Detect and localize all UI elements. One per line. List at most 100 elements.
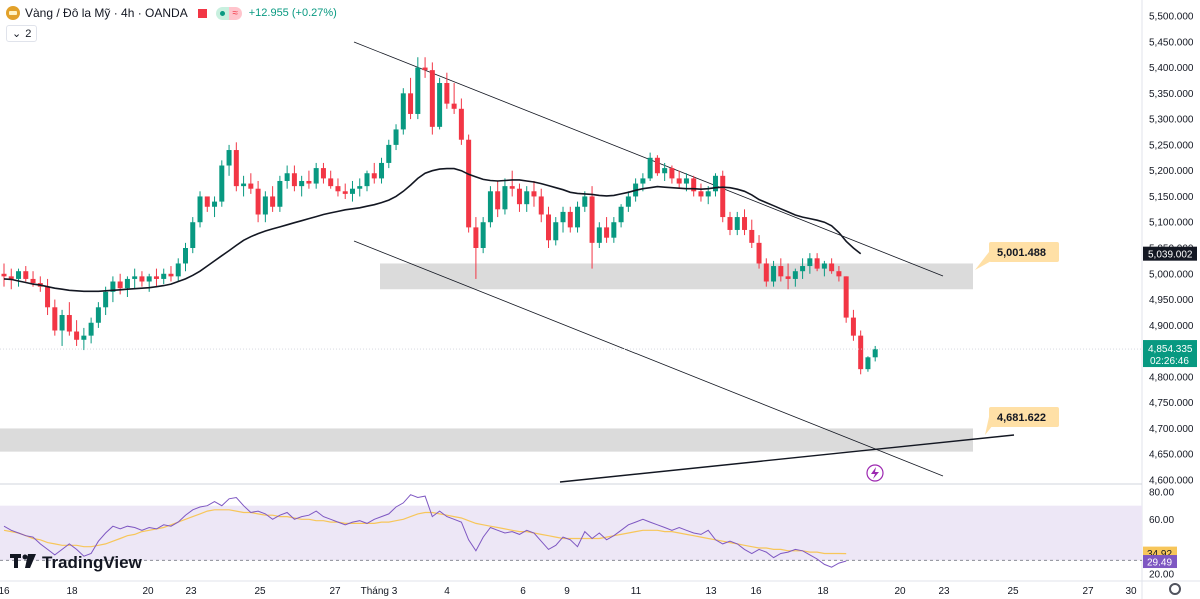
candle bbox=[785, 276, 791, 279]
gold-symbol-icon bbox=[6, 6, 20, 20]
candle bbox=[320, 168, 326, 179]
candle bbox=[408, 93, 414, 114]
callout-pointer bbox=[975, 252, 993, 270]
price-axis-tick: 5,200.000 bbox=[1149, 166, 1194, 177]
candle bbox=[328, 178, 334, 187]
candle bbox=[771, 266, 777, 282]
tradingview-logo[interactable]: TradingView bbox=[10, 553, 142, 573]
candle bbox=[582, 196, 588, 207]
candle bbox=[16, 271, 22, 279]
last-price-text: 4,854.335 bbox=[1148, 344, 1193, 355]
candle bbox=[219, 165, 225, 202]
settings-gear-icon[interactable] bbox=[1169, 583, 1181, 595]
candle bbox=[546, 214, 551, 241]
price-axis-tick: 5,500.000 bbox=[1149, 12, 1194, 23]
candle bbox=[691, 178, 697, 192]
candle bbox=[836, 271, 842, 277]
candle bbox=[248, 183, 254, 189]
symbol-title[interactable]: Vàng / Đô la Mỹ · 4h · OANDA bbox=[25, 6, 188, 20]
candle bbox=[400, 93, 406, 130]
candle bbox=[139, 276, 145, 282]
candle bbox=[437, 83, 443, 127]
candle bbox=[843, 276, 849, 318]
time-axis-tick: 9 bbox=[564, 586, 570, 597]
tradingview-logo-mark bbox=[10, 553, 36, 573]
candle bbox=[531, 191, 537, 197]
candle bbox=[509, 186, 515, 189]
rsi-axis-tick: 20.00 bbox=[1149, 570, 1174, 581]
candle bbox=[575, 206, 581, 228]
candle bbox=[23, 271, 29, 279]
price-axis-tick: 4,950.000 bbox=[1149, 295, 1194, 306]
indicators-collapse-button[interactable]: ⌄ 2 bbox=[6, 25, 38, 42]
rsi-tag-text: 29.49 bbox=[1147, 558, 1172, 569]
price-axis-tick: 5,150.000 bbox=[1149, 192, 1194, 203]
time-axis-tick: 4 bbox=[444, 586, 450, 597]
support-zone bbox=[380, 263, 973, 290]
time-axis-tick: 23 bbox=[185, 586, 197, 597]
ma-value-tag bbox=[1143, 246, 1197, 261]
candle bbox=[226, 150, 232, 166]
candle bbox=[175, 263, 181, 277]
price-change: +12.955 (+0.27%) bbox=[248, 7, 337, 19]
ma-value-text: 5,039.002 bbox=[1148, 250, 1193, 261]
candle bbox=[342, 191, 348, 194]
candle bbox=[647, 157, 653, 179]
tradingview-wordmark: TradingView bbox=[42, 553, 142, 572]
candle bbox=[705, 191, 711, 197]
candle bbox=[487, 191, 493, 223]
rsi-axis-tick: 80.00 bbox=[1149, 488, 1174, 499]
candle bbox=[117, 281, 123, 289]
candle bbox=[204, 196, 210, 207]
candle bbox=[364, 173, 370, 187]
candle bbox=[262, 196, 268, 215]
candle bbox=[161, 273, 167, 279]
candle bbox=[669, 168, 675, 179]
price-axis-tick: 5,350.000 bbox=[1149, 89, 1194, 100]
candle bbox=[349, 188, 355, 194]
candle bbox=[829, 263, 835, 272]
time-axis-tick: 11 bbox=[631, 586, 642, 597]
lightning-glyph bbox=[871, 467, 879, 479]
candle bbox=[197, 196, 203, 223]
red-flag-icon[interactable] bbox=[197, 8, 207, 18]
moving-average-line bbox=[3, 167, 862, 293]
market-status-pill[interactable]: ≈ bbox=[215, 6, 242, 20]
candle bbox=[429, 70, 435, 127]
time-axis-tick: 25 bbox=[1007, 586, 1019, 597]
candle bbox=[110, 281, 116, 292]
candle bbox=[306, 180, 312, 184]
candle bbox=[190, 222, 196, 248]
candle bbox=[74, 331, 80, 340]
time-axis-tick: 6 bbox=[520, 586, 526, 597]
time-axis-tick: 20 bbox=[142, 586, 154, 597]
candle bbox=[734, 217, 740, 230]
candle bbox=[807, 258, 813, 267]
candle bbox=[850, 317, 856, 336]
candle bbox=[821, 263, 827, 269]
time-axis-tick: 27 bbox=[1082, 586, 1094, 597]
candle bbox=[712, 175, 718, 192]
candle bbox=[357, 186, 363, 189]
candle bbox=[858, 335, 864, 370]
time-axis-tick: 16 bbox=[750, 586, 762, 597]
price-axis-tick: 5,100.000 bbox=[1149, 218, 1194, 229]
candle bbox=[270, 196, 276, 207]
candle bbox=[814, 258, 820, 269]
candle bbox=[792, 271, 798, 279]
candle bbox=[379, 162, 385, 179]
rsi-ma-line bbox=[3, 509, 847, 555]
candle bbox=[524, 191, 530, 205]
candle bbox=[662, 168, 668, 174]
price-axis-tick: 4,750.000 bbox=[1149, 398, 1194, 409]
price-axis-tick: 4,650.000 bbox=[1149, 450, 1194, 461]
candle bbox=[458, 108, 464, 140]
candle bbox=[277, 180, 283, 207]
candle bbox=[749, 229, 755, 243]
rsi-band bbox=[0, 505, 1142, 561]
time-axis-tick: 23 bbox=[938, 586, 950, 597]
candle bbox=[611, 222, 617, 238]
candle bbox=[604, 227, 610, 238]
callout-price-text: 4,681.622 bbox=[997, 412, 1046, 424]
